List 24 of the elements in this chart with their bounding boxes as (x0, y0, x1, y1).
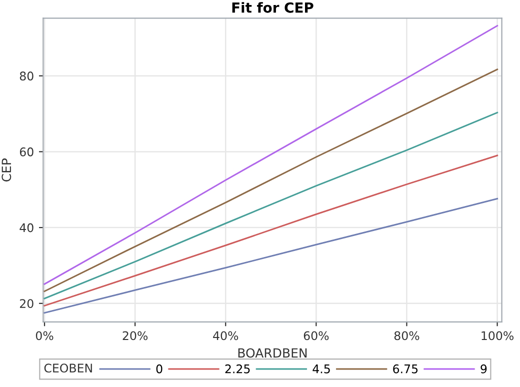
y-tick-label: 40 (20, 223, 34, 232)
line-series (44, 25, 498, 285)
x-tick-label: 60% (304, 331, 329, 340)
line-series (44, 154, 498, 306)
line-series (44, 198, 498, 314)
x-tick-label: 20% (122, 331, 148, 340)
legend-label: 4.5 (312, 364, 330, 374)
x-axis-title: BOARDBEN (238, 348, 307, 358)
line-series (44, 112, 498, 300)
y-axis-title: CEP (2, 158, 12, 182)
y-tick-label: 80 (20, 72, 34, 80)
legend-label: 9 (480, 364, 487, 374)
legend-label: 6.75 (393, 364, 418, 374)
x-tick-label: 0% (36, 331, 54, 340)
x-tick-label: 40% (213, 331, 238, 340)
x-tick-label: 100% (482, 331, 514, 340)
chart-title: Fit for CEP (232, 2, 314, 13)
y-tick-label: 20 (20, 299, 34, 308)
legend-title: CEOBEN (44, 364, 92, 373)
x-tick-label: 80% (394, 331, 420, 340)
y-tick-label: 60 (20, 147, 34, 156)
legend-label: 0 (156, 364, 162, 374)
legend-label: 2.25 (225, 364, 250, 374)
line-series (44, 68, 498, 292)
